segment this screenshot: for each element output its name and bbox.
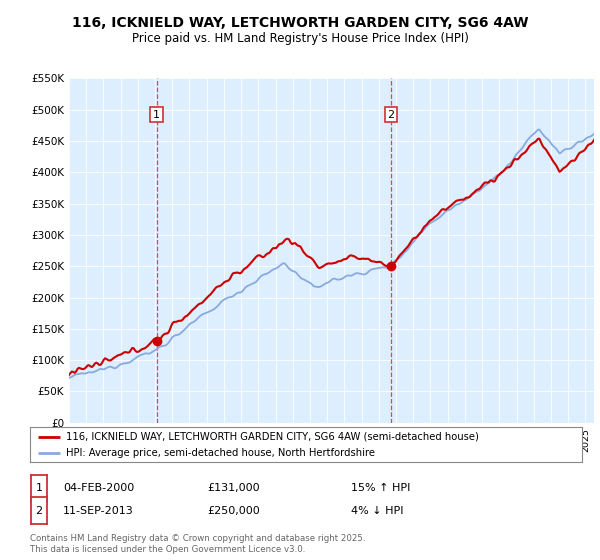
Text: 15% ↑ HPI: 15% ↑ HPI (351, 483, 410, 493)
Text: 2: 2 (388, 110, 394, 120)
Text: This data is licensed under the Open Government Licence v3.0.: This data is licensed under the Open Gov… (30, 545, 305, 554)
Text: HPI: Average price, semi-detached house, North Hertfordshire: HPI: Average price, semi-detached house,… (66, 449, 375, 458)
Text: 2: 2 (35, 506, 43, 516)
Text: £131,000: £131,000 (207, 483, 260, 493)
Text: 116, ICKNIELD WAY, LETCHWORTH GARDEN CITY, SG6 4AW: 116, ICKNIELD WAY, LETCHWORTH GARDEN CIT… (72, 16, 528, 30)
Text: 11-SEP-2013: 11-SEP-2013 (63, 506, 134, 516)
Text: Contains HM Land Registry data © Crown copyright and database right 2025.: Contains HM Land Registry data © Crown c… (30, 534, 365, 543)
Text: 1: 1 (35, 483, 43, 493)
Text: 1: 1 (153, 110, 160, 120)
Text: £250,000: £250,000 (207, 506, 260, 516)
Text: 04-FEB-2000: 04-FEB-2000 (63, 483, 134, 493)
Text: 116, ICKNIELD WAY, LETCHWORTH GARDEN CITY, SG6 4AW (semi-detached house): 116, ICKNIELD WAY, LETCHWORTH GARDEN CIT… (66, 432, 479, 442)
Text: Price paid vs. HM Land Registry's House Price Index (HPI): Price paid vs. HM Land Registry's House … (131, 32, 469, 45)
Text: 4% ↓ HPI: 4% ↓ HPI (351, 506, 404, 516)
